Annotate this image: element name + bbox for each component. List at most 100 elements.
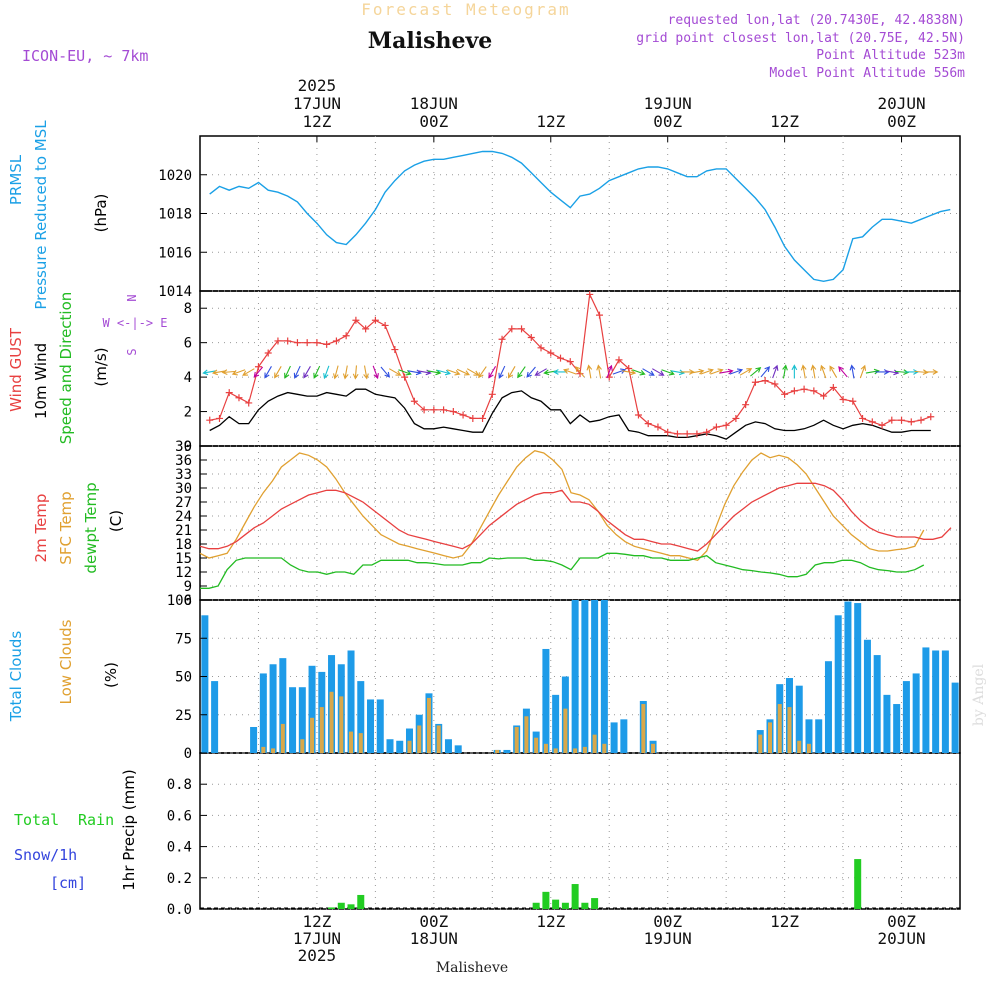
wind-gust-marker: [430, 406, 438, 414]
wind-gust-marker: [342, 332, 350, 340]
low-cloud-bar: [641, 704, 646, 753]
rain-bar: [571, 884, 579, 909]
temp-sfc-label: SFC Temp: [57, 491, 75, 564]
wind-gust-marker: [712, 423, 720, 431]
wind-direction-arrow: [388, 368, 402, 376]
wind-gust-marker: [401, 373, 409, 381]
low-cloud-bar: [339, 696, 344, 753]
temp-tick-label: 15: [175, 551, 192, 567]
wind-direction-arrow: [372, 365, 379, 380]
cloud-tick-label: 75: [175, 631, 192, 647]
wind-direction-arrow: [661, 369, 675, 376]
low-cloud-bar: [602, 743, 607, 753]
wind-direction-arrow: [363, 365, 369, 380]
wind-gust-marker: [868, 418, 876, 426]
wind-direction-arrow: [632, 369, 646, 376]
wind-gust-marker: [527, 334, 535, 341]
sfc-temp-line: [199, 449, 925, 562]
gridpoint-coords: grid point closest lon,lat (20.75E, 42.5…: [636, 31, 965, 46]
wind-direction-arrow: [849, 364, 856, 379]
wind-gust-marker: [488, 390, 496, 398]
wind-gust-marker: [829, 383, 837, 391]
wind-gust-marker: [352, 316, 360, 324]
wind-gust-marker: [293, 339, 301, 347]
wind-direction-arrow: [427, 369, 442, 376]
wind-direction-arrow: [437, 369, 451, 376]
total-cloud-bar: [600, 600, 608, 753]
low-clouds-label: Low Clouds: [57, 619, 75, 704]
wind-direction-arrow: [333, 365, 339, 380]
wind-gust-marker: [673, 430, 681, 438]
total-cloud-bar: [269, 664, 277, 753]
temp-tick-label: 39: [175, 439, 192, 455]
2m-temp-line: [199, 482, 952, 552]
wind-direction-arrow: [478, 366, 487, 379]
total-cloud-bar: [357, 681, 365, 753]
wind-gust-marker: [917, 416, 925, 424]
cloud-tick-label: 100: [167, 593, 192, 609]
wind-direction-arrow: [606, 364, 613, 379]
wind-gust-marker: [264, 349, 272, 357]
time-label-bottom: 20JUN: [877, 929, 925, 948]
wind-gust-marker: [888, 416, 896, 424]
wind-direction-arrow: [488, 366, 497, 379]
total-cloud-bar: [902, 681, 910, 753]
low-cloud-bar: [787, 707, 792, 753]
total-cloud-bar: [308, 665, 316, 753]
wind-gust-marker: [742, 401, 750, 409]
low-cloud-bar: [271, 748, 276, 753]
temp-tick-label: 18: [175, 537, 192, 553]
time-label-bottom: 17JUN: [293, 929, 341, 948]
rain-bar: [552, 899, 560, 909]
wind-tick-label: 6: [184, 336, 192, 352]
wind-direction-arrow: [924, 369, 939, 375]
precip-cm-label: [cm]: [50, 874, 86, 892]
total-cloud-bar: [542, 648, 550, 753]
wind-gust-marker: [722, 421, 730, 429]
wind-gust-marker: [810, 387, 818, 395]
temp-tick-label: 36: [175, 453, 192, 469]
low-cloud-bar: [592, 734, 597, 753]
time-label-bottom: 12Z: [536, 912, 565, 931]
wind-direction-arrow: [729, 368, 744, 375]
wind-direction-arrow: [865, 368, 880, 375]
wind-direction-arrow: [242, 368, 255, 376]
wind-gust-marker: [235, 394, 243, 402]
wind-direction-arrow: [342, 365, 349, 380]
wind-direction-arrow: [829, 365, 838, 378]
wind-tick-label: 8: [184, 301, 192, 317]
wind-gust-marker: [381, 321, 389, 329]
temp-tick-label: 9: [184, 579, 192, 595]
low-cloud-bar: [495, 749, 500, 753]
model-altitude: Model Point Altitude 556m: [769, 66, 965, 81]
wind-tick-label: 0: [184, 439, 192, 455]
temp-2m-label: 2m Temp: [32, 494, 50, 563]
wind-direction-arrow: [820, 364, 827, 379]
wind-direction-arrow: [622, 369, 637, 376]
low-cloud-bar: [777, 704, 782, 753]
pressure-line: [209, 150, 951, 283]
wind-gust-marker: [683, 430, 691, 438]
footer-location: Malisheve: [436, 960, 508, 976]
temp-tick-label: 21: [175, 523, 192, 539]
wind-direction-arrow: [750, 367, 762, 377]
wind-gust-marker: [878, 421, 886, 429]
wind-direction-arrow: [652, 368, 665, 376]
precip-rain-label: Rain: [78, 811, 114, 829]
wind-direction-arrow: [352, 365, 359, 380]
rain-bar: [347, 904, 355, 909]
total-cloud-bar: [893, 704, 901, 753]
wind-gust-marker: [751, 378, 759, 386]
time-label-bottom: 00Z: [653, 912, 682, 931]
panel-frame: [199, 752, 961, 910]
low-cloud-bar: [300, 739, 305, 753]
total-cloud-bar: [347, 650, 355, 753]
wind-gust-marker: [410, 397, 418, 405]
wind-gust-marker: [547, 349, 555, 357]
wind-gust-marker: [537, 344, 545, 352]
total-cloud-bar: [250, 726, 258, 753]
temp-unit: (C): [107, 510, 125, 532]
wind-direction-arrow: [670, 369, 685, 376]
rain-bar: [542, 891, 550, 909]
